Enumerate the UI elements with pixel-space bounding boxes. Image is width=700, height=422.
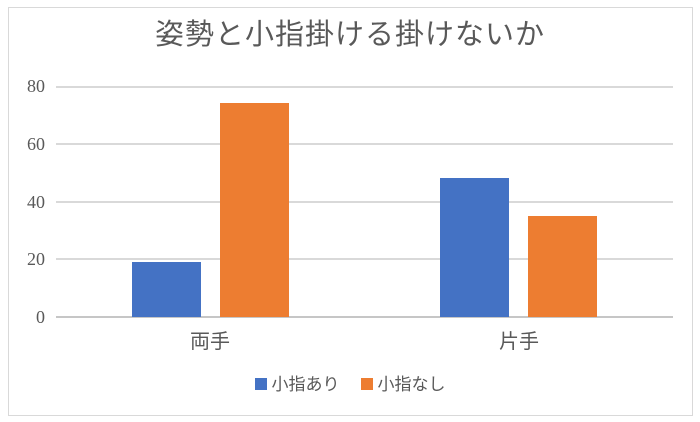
legend-item: 小指あり bbox=[254, 374, 340, 394]
gridline bbox=[56, 258, 673, 261]
legend-swatch-icon bbox=[254, 378, 267, 390]
category-label: 片手 bbox=[499, 331, 539, 353]
legend-label: 小指あり bbox=[271, 374, 340, 394]
legend: 小指あり 小指なし bbox=[0, 372, 700, 396]
bar bbox=[440, 178, 509, 317]
x-axis-line bbox=[56, 316, 673, 318]
chart-frame bbox=[8, 7, 693, 416]
y-tick-label: 0 bbox=[36, 307, 45, 327]
bar bbox=[220, 103, 289, 317]
y-tick-label: 20 bbox=[27, 249, 45, 270]
plot-area bbox=[56, 86, 673, 318]
y-tick-label: 40 bbox=[27, 191, 45, 212]
chart-title: 姿勢と小指掛ける掛けないか bbox=[154, 19, 545, 51]
bar bbox=[528, 215, 597, 317]
gridline bbox=[56, 142, 673, 145]
legend-swatch-icon bbox=[360, 378, 373, 390]
bar bbox=[132, 262, 201, 317]
legend-item: 小指なし bbox=[360, 374, 446, 394]
y-tick-label: 60 bbox=[27, 133, 45, 154]
gridline bbox=[56, 86, 673, 88]
y-tick-label: 80 bbox=[27, 76, 45, 96]
gridline bbox=[56, 200, 673, 203]
legend-label: 小指なし bbox=[377, 374, 446, 394]
category-label: 両手 bbox=[190, 331, 230, 353]
